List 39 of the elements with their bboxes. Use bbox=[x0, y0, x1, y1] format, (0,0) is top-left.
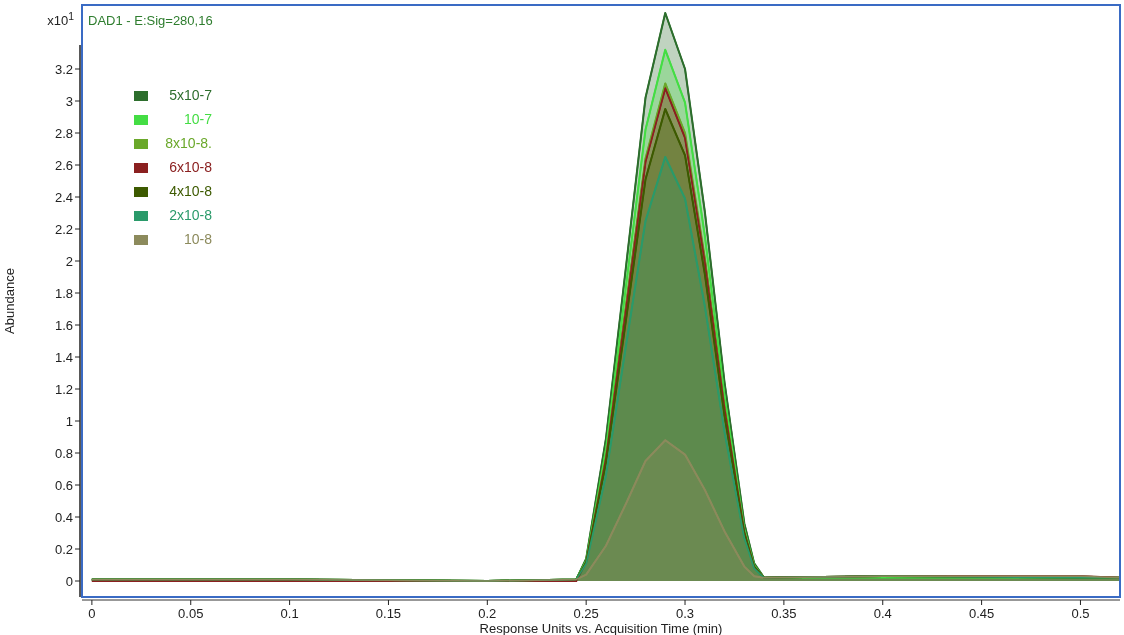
legend-label: 4x10-8 bbox=[169, 183, 213, 199]
y-tick-label: 2 bbox=[65, 253, 73, 269]
x-tick-label: 0.4 bbox=[873, 606, 892, 621]
y-tick-label: 0 bbox=[65, 573, 73, 589]
y-tick-label: 1 bbox=[65, 413, 73, 429]
y-tick-label: 2.2 bbox=[54, 221, 73, 237]
x-tick-label: 0.3 bbox=[675, 606, 695, 621]
y-tick-label: 2.8 bbox=[54, 125, 73, 141]
text: 10-7 bbox=[183, 111, 213, 127]
x-tick-label: 0.45 bbox=[968, 606, 995, 621]
text: 10-8 bbox=[183, 231, 213, 247]
x-tick-label: 0.05 bbox=[178, 606, 204, 621]
y-tick-label: 2.4 bbox=[54, 189, 73, 205]
x-tick-label: 0.15 bbox=[375, 606, 402, 621]
x-axis-title: Response Units vs. Acquisition Time (min) bbox=[479, 621, 723, 635]
y-tick-label: 3.2 bbox=[54, 61, 73, 77]
y-tick-label: 1.2 bbox=[54, 381, 73, 397]
x-tick-label: 0.1 bbox=[280, 606, 299, 621]
y-tick-label: 1.8 bbox=[54, 285, 73, 301]
legend-label: 2x10-8 bbox=[169, 207, 213, 223]
y-tick-label: 0.6 bbox=[54, 477, 73, 493]
y-tick-label: 3 bbox=[65, 93, 73, 109]
legend-label: 6x10-8 bbox=[169, 159, 213, 175]
y-tick-label: 1.4 bbox=[54, 349, 73, 365]
x-tick-label: 0.25 bbox=[573, 606, 599, 621]
y-tick-label: 0.8 bbox=[54, 445, 73, 461]
x-tick-label: 0.5 bbox=[1071, 606, 1090, 621]
x-tick-label: 0.35 bbox=[771, 606, 797, 621]
x-tick-label: 0 bbox=[88, 606, 96, 621]
y-tick-label: 2.6 bbox=[54, 157, 73, 173]
y-tick-label: 0.4 bbox=[54, 509, 73, 525]
legend-label: 8x10-8. bbox=[165, 135, 212, 151]
x-tick-label: 0.2 bbox=[478, 606, 497, 621]
y-tick-label: 1.6 bbox=[54, 317, 73, 333]
y-axis-title: Abundance bbox=[2, 268, 17, 334]
text: DAD1 - E:Sig=280,16 bbox=[88, 13, 213, 28]
text: x10$^{1}$ bbox=[47, 10, 75, 28]
y-tick-label: 0.2 bbox=[54, 541, 73, 557]
legend-label: 5x10-7 bbox=[169, 87, 213, 103]
